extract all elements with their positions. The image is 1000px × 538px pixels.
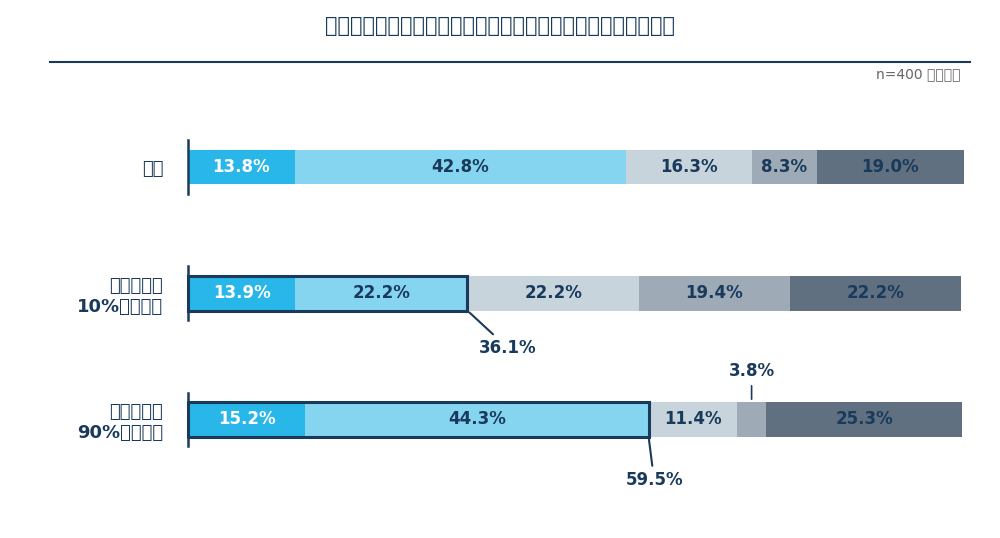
Bar <box>305 402 649 437</box>
Text: 15.2%: 15.2% <box>218 410 275 428</box>
Bar <box>188 276 295 310</box>
Text: 22.2%: 22.2% <box>524 284 582 302</box>
Text: 16.3%: 16.3% <box>660 158 718 176</box>
Text: 59.5%: 59.5% <box>625 440 683 490</box>
Text: 8.3%: 8.3% <box>761 158 808 176</box>
Text: 22.2%: 22.2% <box>352 284 410 302</box>
Text: 25.3%: 25.3% <box>835 410 893 428</box>
Bar <box>188 150 295 185</box>
Bar <box>649 402 737 437</box>
Bar <box>188 402 649 437</box>
Text: 22.2%: 22.2% <box>847 284 904 302</box>
Bar <box>188 276 467 310</box>
Bar <box>737 402 766 437</box>
Bar <box>639 276 790 310</box>
Text: n=400 単一回答: n=400 単一回答 <box>876 67 960 81</box>
Text: 13.8%: 13.8% <box>212 158 270 176</box>
Bar <box>766 402 962 437</box>
Bar <box>790 276 961 310</box>
Text: 42.8%: 42.8% <box>431 158 489 176</box>
Bar <box>295 150 626 185</box>
Bar <box>295 276 467 310</box>
Bar <box>467 276 639 310</box>
Bar <box>752 150 817 185</box>
Text: お勤めの企業の業績としてあてはまるものを教えてください。: お勤めの企業の業績としてあてはまるものを教えてください。 <box>325 16 675 36</box>
Legend: 良い, やや良い, やや悪い, 悪い, わからない: 良い, やや良い, やや悪い, 悪い, わからない <box>365 0 753 2</box>
Text: 19.0%: 19.0% <box>861 158 919 176</box>
Text: 19.4%: 19.4% <box>686 284 743 302</box>
Text: 11.4%: 11.4% <box>664 410 722 428</box>
Bar <box>817 150 964 185</box>
Text: 13.9%: 13.9% <box>213 284 270 302</box>
Bar <box>626 150 752 185</box>
Bar <box>188 402 305 437</box>
Text: 44.3%: 44.3% <box>448 410 506 428</box>
Text: 3.8%: 3.8% <box>729 362 775 380</box>
Text: 36.1%: 36.1% <box>469 313 537 357</box>
